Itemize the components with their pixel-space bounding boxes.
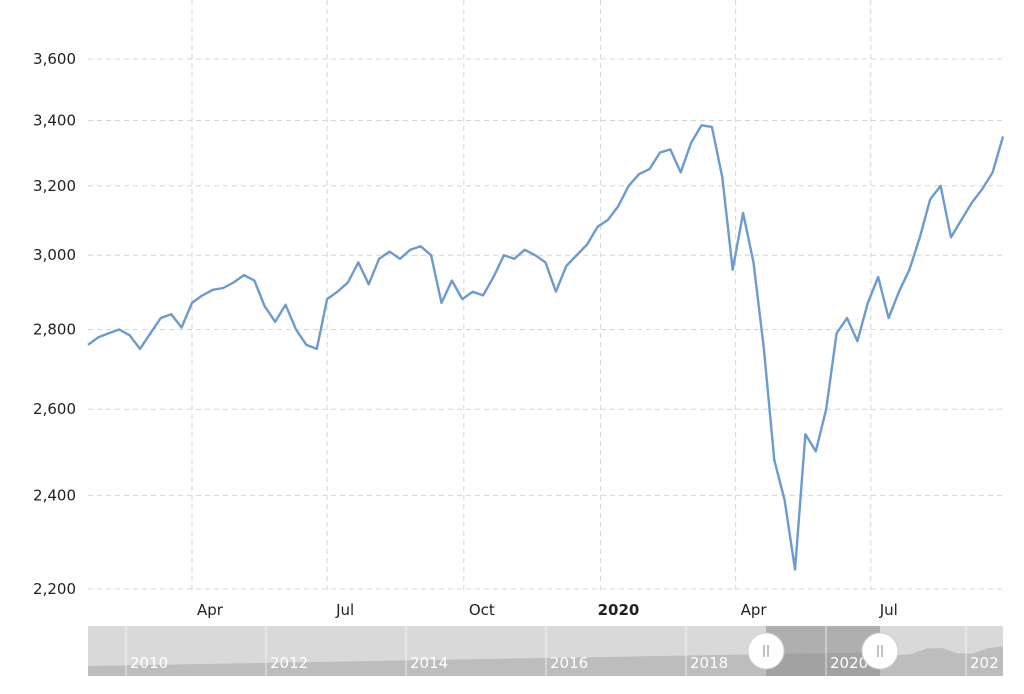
navigator-year-label: 2018 [690,654,728,672]
x-tick-label: Oct [469,601,495,619]
grid [88,0,1003,590]
navigator-right-handle[interactable] [861,632,899,670]
navigator-selected-range[interactable] [766,626,880,676]
y-tick-label: 2,400 [33,486,76,504]
x-tick-label: Apr [197,601,224,619]
y-tick-label: 3,200 [33,177,76,195]
y-tick-label: 3,000 [33,246,76,264]
price-series-line [87,124,1005,571]
handle-knob[interactable] [747,632,785,670]
y-axis: 2,200 2,400 2,600 2,800 3,000 3,200 3,400 3,600 [33,50,76,598]
x-tick-label: Jul [879,601,898,619]
x-tick-label: Apr [741,601,768,619]
y-tick-label: 3,400 [33,112,76,130]
navigator-year-label: 2020 [830,654,868,672]
y-tick-label: 2,200 [33,580,76,598]
range-navigator[interactable]: 2010 2012 2014 2016 2018 2020 202 [88,626,1003,676]
x-tick-label: 2020 [598,601,640,619]
x-axis: Apr Jul Oct 2020 Apr Jul [197,601,898,619]
y-tick-label: 2,800 [33,320,76,338]
navigator-left-handle[interactable] [747,632,785,670]
navigator-year-label: 2012 [270,654,308,672]
y-tick-label: 3,600 [33,50,76,68]
navigator-year-label: 2010 [130,654,168,672]
y-tick-label: 2,600 [33,400,76,418]
handle-knob[interactable] [861,632,899,670]
navigator-year-label: 2016 [550,654,588,672]
x-tick-label: Jul [335,601,354,619]
navigator-year-label: 202 [970,654,999,672]
navigator-year-label: 2014 [410,654,448,672]
